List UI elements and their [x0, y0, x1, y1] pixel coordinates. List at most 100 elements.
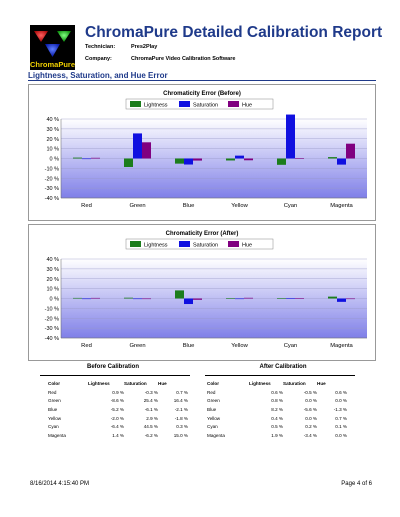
y-tick-label: 30 %: [46, 127, 59, 133]
table-row: Blue -5.2 % -6.1 % -2.1 %: [48, 405, 188, 414]
row-value: 25.4 %: [143, 398, 158, 404]
header-saturation: Saturation: [283, 381, 306, 386]
bar-red-saturation: [82, 298, 91, 300]
row-color-name: Magenta: [48, 432, 66, 438]
row-value: 0.7 %: [335, 415, 347, 421]
after-table-title: After Calibration: [259, 364, 307, 370]
legend-frame: [125, 98, 274, 110]
bar-magenta-saturation: [337, 298, 346, 302]
y-tick-label: 10 %: [46, 147, 59, 153]
row-value: -8.6 %: [110, 398, 124, 404]
bar-cyan-saturation: [286, 298, 295, 299]
row-value: -2.1 %: [174, 406, 188, 412]
header-lightness: Lightness: [249, 381, 271, 386]
row-color-name: Cyan: [48, 424, 59, 430]
bar-red-lightness: [73, 157, 82, 159]
row-value: -2.0 %: [110, 415, 124, 421]
row-value: -0.3 %: [144, 389, 158, 395]
row-value: -1.8 %: [174, 415, 188, 421]
row-color-name: Green: [48, 398, 61, 404]
after-table: Color Lightness Saturation Hue Red 0.6 % -…: [207, 379, 347, 440]
legend-swatch-saturation: [179, 101, 190, 107]
company-value: ChromaPure Video Calibration Software: [131, 56, 236, 62]
y-tick-label: -20 %: [45, 316, 59, 322]
bar-red-hue: [91, 157, 100, 159]
before-table-title: Before Calibration: [86, 364, 139, 370]
bar-cyan-hue: [295, 158, 304, 159]
bar-yellow-lightness: [226, 158, 235, 161]
row-value: 0.9 %: [112, 389, 124, 395]
row-value: -6.2 %: [144, 432, 158, 438]
chart-before: Chromaticity Error (Before) Lightness Satu…: [45, 91, 367, 209]
legend-swatch-hue: [228, 101, 239, 107]
row-color-name: Blue: [48, 406, 58, 412]
x-tick-label: Blue: [183, 343, 195, 349]
after-table-header: Color Lightness Saturation Hue: [207, 379, 347, 388]
table-row: Blue 8.2 % -5.6 % -1.3 %: [207, 405, 347, 414]
table-row: Yellow 0.4 % 0.0 % 0.7 %: [207, 414, 347, 423]
row-value: -5.2 %: [110, 406, 124, 412]
bar-green-saturation: [133, 133, 142, 159]
bar-cyan-lightness: [277, 158, 286, 165]
row-color-name: Magenta: [207, 432, 225, 438]
before-table-rule: [40, 375, 190, 376]
header-hue: Hue: [158, 381, 167, 386]
table-row: Yellow -2.0 % 2.9 % -1.8 %: [48, 414, 188, 423]
row-value: 0.2 %: [305, 424, 317, 430]
y-tick-label: 0 %: [50, 297, 60, 303]
row-value: 8.2 %: [271, 406, 283, 412]
x-tick-label: Yellow: [231, 343, 248, 349]
chart-title: Chromaticity Error (Before): [163, 91, 241, 97]
row-color-name: Yellow: [48, 415, 62, 421]
legend-label-hue: Hue: [242, 103, 252, 109]
legend-label-lightness: Lightness: [144, 243, 168, 249]
bar-yellow-saturation: [235, 298, 244, 300]
footer-page-number: Page 4 of 6: [341, 481, 372, 487]
before-table-header: Color Lightness Saturation Hue: [48, 379, 188, 388]
logo-text: ChromaPure: [30, 60, 76, 69]
row-value: 0.4 %: [271, 415, 283, 421]
header-hue: Hue: [317, 381, 326, 386]
bar-cyan-hue: [295, 298, 304, 300]
legend-label-saturation: Saturation: [193, 103, 218, 109]
row-value: -3.4 %: [303, 432, 317, 438]
bar-green-lightness: [124, 158, 133, 167]
after-table-rule: [205, 375, 355, 376]
header-color: Color: [207, 381, 219, 386]
row-color-name: Red: [48, 389, 57, 395]
table-row: Green -8.6 % 25.4 % 16.4 %: [48, 397, 188, 406]
rgb-triangles-icon: [34, 31, 71, 57]
chart-before-box: Chromaticity Error (Before) Lightness Satu…: [28, 84, 376, 221]
x-tick-label: Red: [81, 203, 92, 209]
bar-magenta-hue: [346, 298, 355, 300]
bar-yellow-saturation: [235, 155, 244, 159]
x-tick-label: Yellow: [231, 203, 248, 209]
row-value: -6.1 %: [144, 406, 158, 412]
y-tick-label: 20 %: [46, 277, 59, 283]
row-value: 44.5 %: [143, 424, 158, 430]
bar-magenta-lightness: [328, 296, 337, 299]
technician-row: Technician: Pres2Play: [85, 44, 157, 50]
row-value: 16.4 %: [173, 398, 188, 404]
header-saturation: Saturation: [124, 381, 147, 386]
x-tick-label: Green: [129, 203, 145, 209]
bar-yellow-hue: [244, 158, 253, 161]
legend-swatch-saturation: [179, 241, 190, 247]
company-label: Company:: [85, 56, 112, 62]
row-value: 0.0 %: [305, 398, 317, 404]
row-value: 1.9 %: [271, 432, 283, 438]
row-value: -6.4 %: [110, 424, 124, 430]
y-tick-label: 30 %: [46, 267, 59, 273]
x-tick-label: Green: [129, 343, 145, 349]
row-value: -5.6 %: [303, 406, 317, 412]
row-value: 2.9 %: [146, 415, 158, 421]
row-color-name: Blue: [207, 406, 217, 412]
bar-cyan-saturation: [286, 114, 295, 159]
chromapure-logo: ChromaPure: [30, 25, 75, 70]
x-tick-label: Cyan: [284, 343, 298, 349]
row-value: -1.3 %: [333, 406, 347, 412]
bar-green-hue: [142, 142, 151, 159]
legend-swatch-lightness: [130, 101, 141, 107]
bar-red-saturation: [82, 158, 91, 160]
table-row: Green 0.8 % 0.0 % 0.0 %: [207, 397, 347, 406]
